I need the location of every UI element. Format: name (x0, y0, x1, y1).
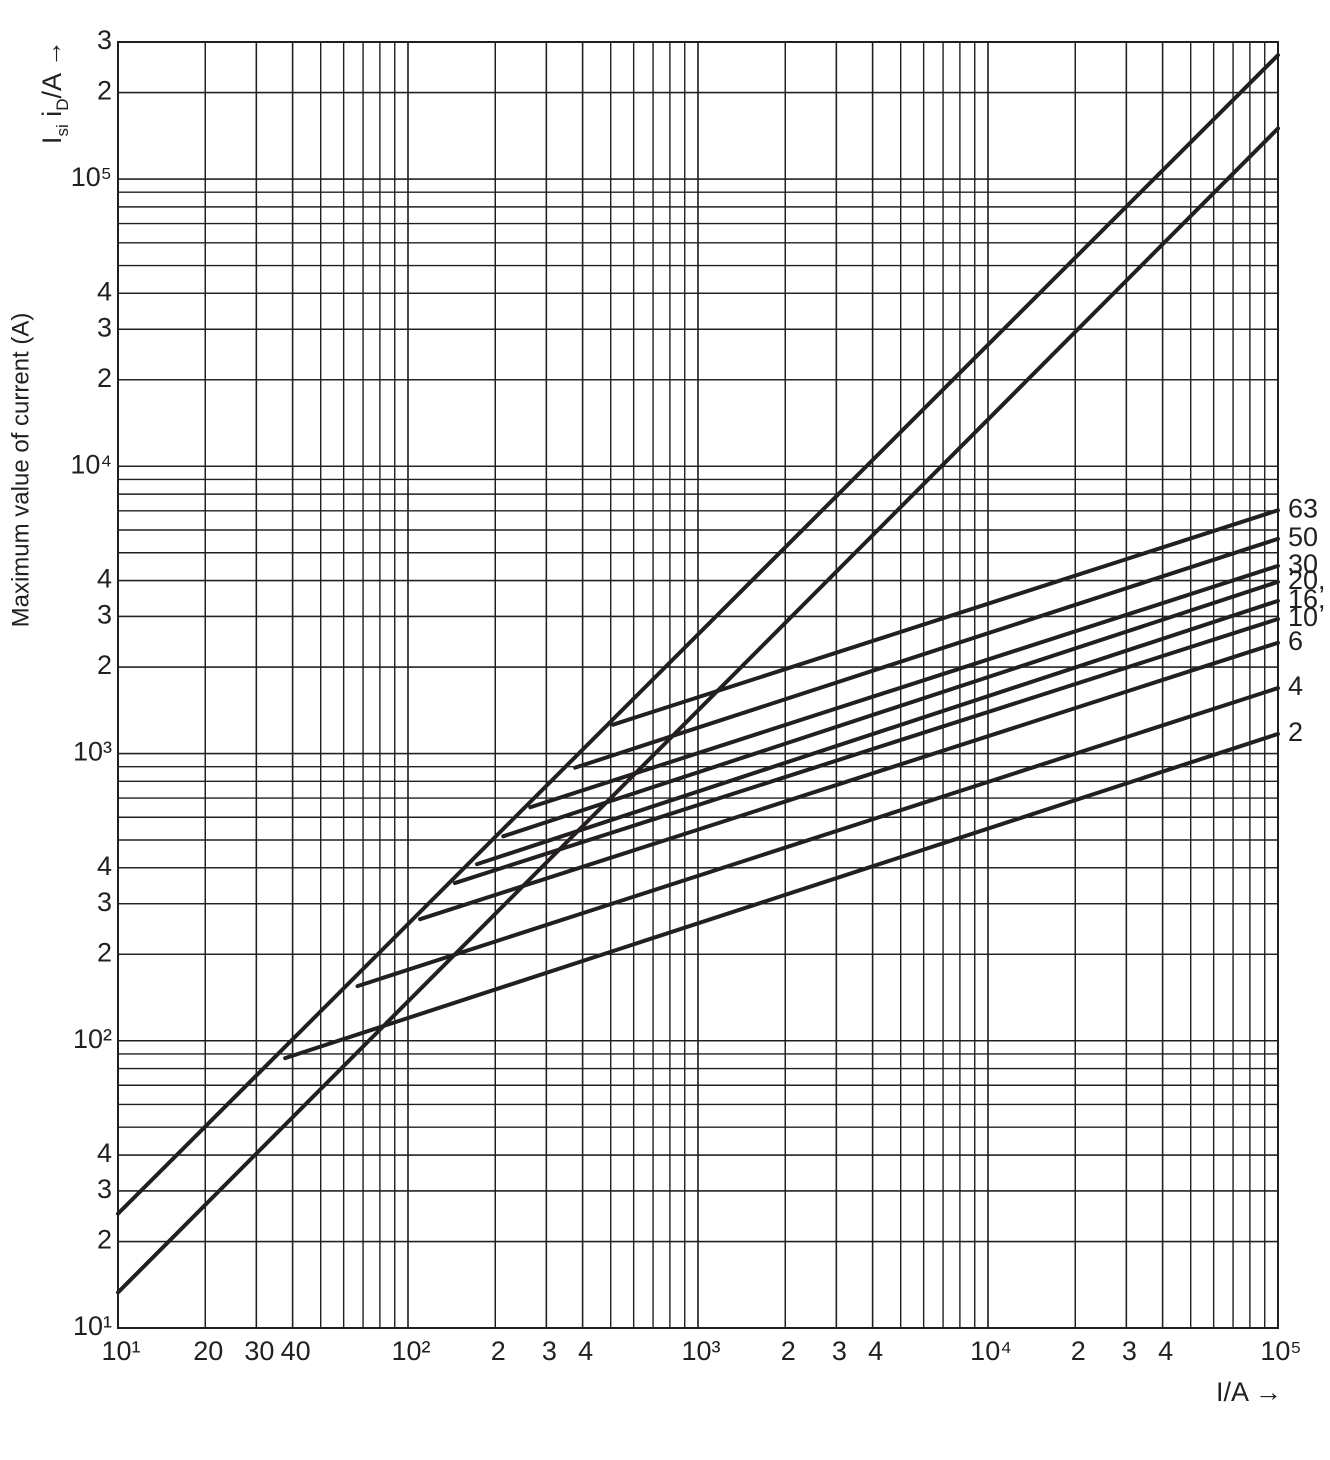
y-symbol-part: I (37, 137, 67, 145)
y-tick-label: 3 (97, 25, 112, 55)
y-tick-label: 3 (97, 600, 112, 630)
series-line (501, 579, 1280, 839)
y-tick-label: 2 (97, 1225, 112, 1255)
series-line (452, 616, 1280, 886)
series-line (116, 126, 1280, 1295)
series-line (116, 53, 1280, 1216)
series-line (355, 686, 1280, 989)
x-tick-label: 4 (578, 1336, 593, 1366)
x-tick-label: 40 (281, 1336, 311, 1366)
x-tick-label: 3 (832, 1336, 847, 1366)
x-tick-label: 10¹ (101, 1336, 140, 1366)
x-tick-label: 30 (244, 1336, 274, 1366)
x-tick-label: 10³ (681, 1336, 720, 1366)
x-tick-label: 10⁴ (970, 1336, 1012, 1366)
y-symbol-sub: si (53, 124, 72, 136)
series-label: 63 (1288, 493, 1318, 523)
series-line (610, 508, 1280, 727)
y-tick-label: 10¹ (73, 1311, 112, 1341)
y-tick-label: 10⁴ (70, 449, 112, 479)
y-tick-label: 2 (97, 363, 112, 393)
y-tick-label: 2 (97, 76, 112, 106)
x-tick-label: 4 (868, 1336, 883, 1366)
y-tick-label: 4 (97, 1138, 112, 1168)
x-tick-label: 2 (491, 1336, 506, 1366)
y-tick-label: 10³ (73, 737, 112, 767)
series-label: 20, (1288, 565, 1326, 595)
series-label: 50 (1288, 522, 1318, 552)
y-tick-label: 3 (97, 1174, 112, 1204)
x-tick-label: 10⁵ (1260, 1336, 1301, 1366)
x-tick-label: 2 (781, 1336, 796, 1366)
y-tick-label: 2 (97, 650, 112, 680)
series-label: 10 (1288, 602, 1318, 632)
series-label: 16, (1288, 584, 1326, 614)
y-axis-symbol: Isi iD/A → (37, 40, 72, 144)
y-tick-label: 2 (97, 937, 112, 967)
series-line (475, 598, 1280, 867)
y-symbol-part: /A → (37, 40, 67, 99)
x-axis-label: I/A → (1216, 1377, 1282, 1407)
y-symbol-sub: D (53, 98, 72, 110)
x-tick-label: 3 (1122, 1336, 1137, 1366)
x-tick-label: 4 (1158, 1336, 1173, 1366)
y-symbol-part: i (37, 111, 67, 125)
y-tick-label: 3 (97, 312, 112, 342)
y-axis-label: Maximum value of current (A) (7, 313, 34, 628)
series-label: 6 (1288, 626, 1303, 656)
x-tick-label: 3 (542, 1336, 557, 1366)
y-tick-label: 4 (97, 276, 112, 306)
series-label: 2 (1288, 717, 1303, 747)
y-tick-label: 10⁵ (71, 162, 112, 192)
series-line (528, 563, 1280, 810)
series-label: 4 (1288, 671, 1303, 701)
y-tick-label: 3 (97, 887, 112, 917)
x-tick-label: 10² (391, 1336, 430, 1366)
series-line (283, 731, 1280, 1061)
x-tick-label: 20 (193, 1336, 223, 1366)
y-tick-label: 10² (73, 1024, 112, 1054)
series-line (418, 640, 1280, 922)
y-tick-label: 4 (97, 564, 112, 594)
series-label: 30 (1288, 549, 1318, 579)
y-tick-label: 4 (97, 851, 112, 881)
x-tick-label: 2 (1071, 1336, 1086, 1366)
series-line (573, 536, 1280, 770)
